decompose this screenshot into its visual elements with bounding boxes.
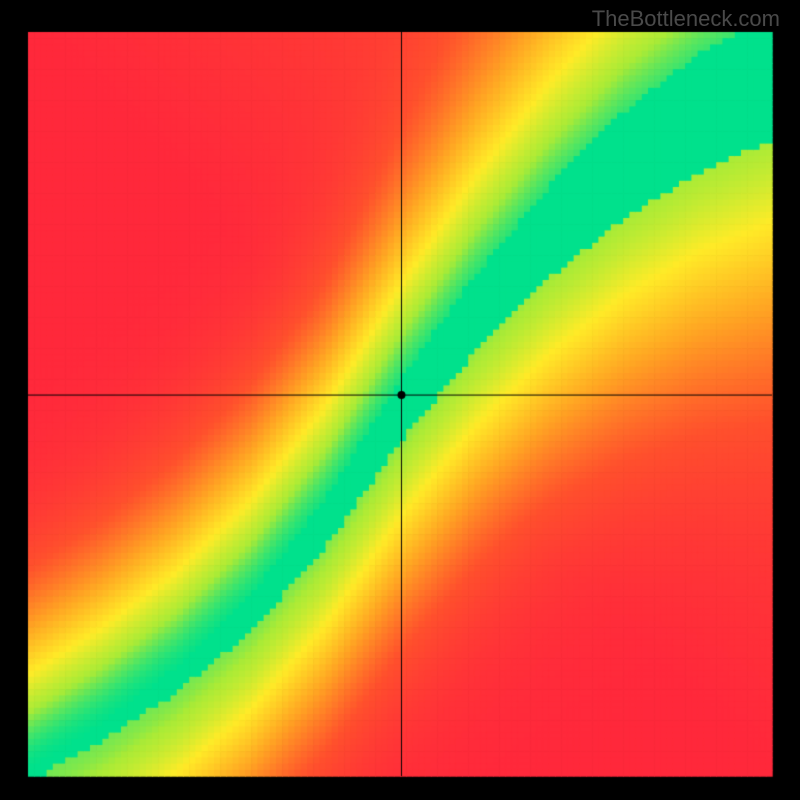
- watermark-text: TheBottleneck.com: [592, 6, 780, 32]
- chart-container: TheBottleneck.com: [0, 0, 800, 800]
- bottleneck-heatmap-canvas: [0, 0, 800, 800]
